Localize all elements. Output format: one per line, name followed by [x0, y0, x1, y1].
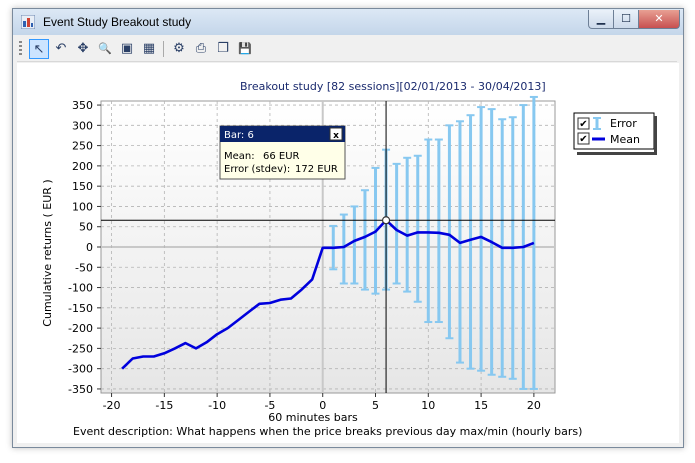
y-tick-label: 150 — [72, 180, 93, 193]
y-tick-label: -150 — [68, 302, 93, 315]
title-bar[interactable]: Event Study Breakout study ▁ ☐ ✕ — [13, 9, 683, 35]
chart-button[interactable]: ▦ — [139, 39, 159, 59]
y-tick-label: 50 — [79, 221, 93, 234]
copy-button[interactable]: ❐ — [213, 39, 233, 59]
pointer-icon: ↖ — [33, 42, 45, 57]
x-axis-label: 60 minutes bars — [268, 411, 358, 424]
y-tick-label: -250 — [68, 342, 93, 355]
pointer-tool-button[interactable]: ↖ — [29, 39, 49, 59]
event-description: Event description: What happens when the… — [73, 425, 582, 438]
toolbar: ↖ ↶ ✥ 🔍 ▣ ▦ ⚙ ⎙ ❐ 💾 — [17, 37, 677, 62]
x-tick-label: 5 — [372, 399, 379, 412]
chart-area: Breakout study [82 sessions][02/01/2013 … — [17, 63, 679, 443]
tooltip-error-value: 172 EUR — [295, 164, 338, 175]
toolbar-grip-icon[interactable] — [19, 41, 22, 57]
minimize-button[interactable]: ▁ — [588, 10, 614, 29]
undo-button[interactable]: ↶ — [51, 39, 71, 59]
chart-svg[interactable]: Breakout study [82 sessions][02/01/2013 … — [17, 63, 679, 443]
error-bar-legend-icon — [593, 117, 601, 130]
tooltip-mean-value: 66 EUR — [263, 151, 300, 162]
x-tick-label: 10 — [421, 399, 435, 412]
maximize-button[interactable]: ☐ — [613, 10, 639, 29]
undo-icon: ↶ — [55, 41, 67, 56]
legend-mean-label: Mean — [610, 133, 640, 146]
y-tick-label: 250 — [72, 140, 93, 153]
copy-icon: ❐ — [217, 41, 229, 56]
x-tick-label: -20 — [103, 399, 121, 412]
y-tick-label: 200 — [72, 160, 93, 173]
legend: ✔ Error ✔ Mean — [573, 112, 657, 155]
crosshair — [101, 101, 555, 393]
y-tick-label: -350 — [68, 383, 93, 396]
legend-error-checkbox[interactable] — [577, 117, 590, 130]
print-button[interactable]: ⎙ — [191, 39, 211, 59]
image-icon: ▣ — [120, 41, 134, 56]
app-icon — [21, 15, 35, 29]
tooltip-close-button[interactable] — [329, 127, 343, 141]
x-tick-label: 15 — [474, 399, 488, 412]
settings-button[interactable]: ⚙ — [169, 39, 189, 59]
x-tick-label: 20 — [527, 399, 541, 412]
x-tick-label: -10 — [208, 399, 226, 412]
tooltip-error-label: Error (stdev): — [224, 164, 290, 175]
crosshair-marker — [381, 216, 391, 225]
tooltip: Bar: 6 x Mean: 66 EUR Error (stdev): 172… — [219, 125, 346, 180]
y-tick-label: 100 — [72, 200, 93, 213]
y-tick-label: 0 — [86, 241, 93, 254]
checkmark-icon: ✔ — [579, 119, 587, 130]
pan-tool-button[interactable]: ✥ — [73, 39, 93, 59]
image-button[interactable]: ▣ — [117, 39, 137, 59]
y-tick-label: 300 — [72, 119, 93, 132]
tooltip-title: Bar: 6 — [224, 130, 254, 141]
close-button[interactable]: ✕ — [638, 10, 680, 29]
save-button[interactable]: 💾 — [235, 39, 255, 59]
zoom-tool-button[interactable]: 🔍 — [95, 39, 115, 59]
error-bars — [329, 95, 538, 390]
y-tick-label: -300 — [68, 363, 93, 376]
print-icon: ⎙ — [195, 41, 207, 56]
y-tick-label: -200 — [68, 322, 93, 335]
legend-error-label: Error — [610, 117, 637, 130]
window-title: Event Study Breakout study — [43, 15, 192, 29]
chart-icon: ▦ — [142, 41, 156, 56]
x-tick-label: -15 — [155, 399, 173, 412]
mean-series-line — [121, 218, 535, 370]
settings-icon: ⚙ — [173, 41, 185, 56]
app-window: Event Study Breakout study ▁ ☐ ✕ ↖ ↶ ✥ 🔍… — [12, 8, 684, 448]
pan-icon: ✥ — [77, 41, 89, 56]
legend-mean-checkbox[interactable] — [577, 132, 590, 145]
x-tick-label: 0 — [319, 399, 326, 412]
tick-labels: -350-300-250-200-150-100-500501001502002… — [68, 99, 541, 412]
y-tick-label: -50 — [75, 261, 93, 274]
checkmark-icon: ✔ — [579, 134, 587, 145]
tooltip-close-icon: x — [333, 131, 339, 141]
y-tick-label: -100 — [68, 282, 93, 295]
x-tick-label: -5 — [264, 399, 275, 412]
y-axis-label: Cumulative returns ( EUR ) — [41, 179, 54, 326]
y-tick-label: 350 — [72, 99, 93, 112]
save-icon: 💾 — [238, 42, 252, 55]
chart-title: Breakout study [82 sessions][02/01/2013 … — [240, 80, 546, 93]
toolbar-separator — [163, 41, 164, 57]
zoom-icon: 🔍 — [98, 42, 112, 55]
tooltip-mean-label: Mean: — [224, 151, 255, 162]
